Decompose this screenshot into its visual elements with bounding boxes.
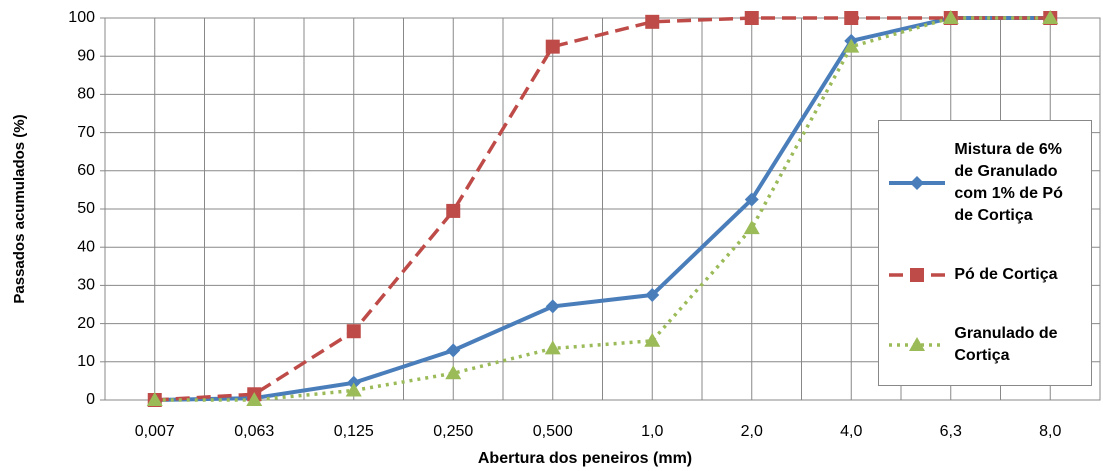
y-tick-label: 20 <box>77 315 95 332</box>
marker <box>645 14 660 29</box>
y-tick-label: 0 <box>86 391 95 408</box>
legend-entry: Mistura de 6% de Granulado com 1% de Pó … <box>887 139 1083 227</box>
y-tick-label: 40 <box>77 238 95 255</box>
y-tick-label: 100 <box>68 9 95 26</box>
marker <box>645 287 660 302</box>
legend-swatch <box>889 268 945 282</box>
marker <box>544 340 561 355</box>
marker <box>246 392 263 406</box>
x-tick-label: 1,0 <box>641 423 663 440</box>
legend-entry: Granulado de Cortiça <box>887 323 1083 367</box>
x-tick-label: 2,0 <box>741 423 763 440</box>
y-tick-label: 90 <box>77 47 95 64</box>
x-tick-label: 0,063 <box>234 423 274 440</box>
legend-swatch <box>889 337 945 351</box>
legend: Mistura de 6% de Granulado com 1% de Pó … <box>878 120 1092 386</box>
marker <box>644 332 661 347</box>
legend-label: Mistura de 6% de Granulado com 1% de Pó … <box>954 141 1063 224</box>
y-tick-label: 80 <box>77 86 95 103</box>
x-tick-label: 6,3 <box>940 423 962 440</box>
marker <box>146 392 163 406</box>
y-tick-label: 70 <box>77 124 95 141</box>
y-tick-label: 10 <box>77 353 95 370</box>
x-tick-label: 0,125 <box>334 423 374 440</box>
legend-label: Pó de Cortiça <box>954 266 1058 283</box>
marker <box>445 365 462 380</box>
legend-label: Granulado de Cortiça <box>954 325 1058 364</box>
x-tick-label: 8,0 <box>1039 423 1061 440</box>
x-axis-label: Abertura dos peneiros (mm) <box>478 450 692 467</box>
marker <box>545 39 560 54</box>
marker <box>346 324 361 339</box>
marker <box>843 38 860 53</box>
marker <box>942 10 959 24</box>
marker <box>910 268 924 282</box>
y-tick-label: 60 <box>77 162 95 179</box>
marker <box>1042 10 1059 24</box>
series-line <box>154 16 1051 402</box>
x-tick-label: 0,007 <box>135 423 175 440</box>
marker <box>545 299 560 314</box>
plot-border <box>104 17 1101 401</box>
marker <box>910 176 924 190</box>
x-tick-label: 4,0 <box>840 423 862 440</box>
marker <box>909 337 925 351</box>
marker <box>345 382 362 397</box>
legend-swatch <box>889 176 945 190</box>
series-line <box>154 16 1051 402</box>
marker <box>446 343 461 358</box>
marker <box>744 11 759 25</box>
legend-entry: Pó de Cortiça <box>887 264 1083 286</box>
x-tick-label: 0,250 <box>433 423 473 440</box>
marker <box>446 203 461 218</box>
y-tick-label: 50 <box>77 200 95 217</box>
marker <box>744 192 759 207</box>
marker <box>743 220 760 235</box>
y-axis-label: Passados acumulados (%) <box>11 114 28 303</box>
y-tick-label: 30 <box>77 277 95 294</box>
marker <box>844 11 859 25</box>
x-tick-label: 0,500 <box>533 423 573 440</box>
